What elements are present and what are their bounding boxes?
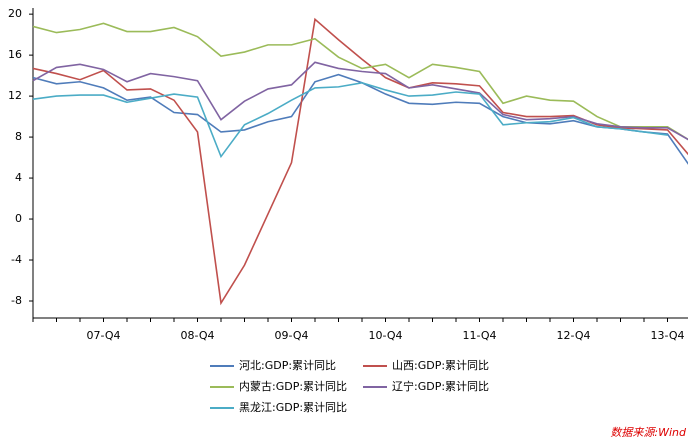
x-tick-label: 13-Q4: [650, 329, 684, 342]
y-tick-label: -8: [11, 294, 22, 307]
y-tick-label: 4: [15, 171, 22, 184]
series-line: [32, 61, 688, 141]
x-tick-label: 07-Q4: [86, 329, 120, 342]
x-tick-label: 10-Q4: [368, 329, 402, 342]
x-tick-label: 12-Q4: [556, 329, 590, 342]
y-tick-label: -4: [11, 253, 22, 266]
series-line: [32, 22, 688, 141]
x-tick-label: 08-Q4: [180, 329, 214, 342]
series-line: [32, 17, 688, 306]
x-tick-label: 09-Q4: [274, 329, 308, 342]
y-tick-label: 20: [8, 7, 22, 20]
legend-label: 河北:GDP:累计同比: [239, 359, 336, 372]
series-line: [32, 81, 668, 159]
legend-label: 山西:GDP:累计同比: [392, 359, 489, 372]
y-tick-label: 0: [15, 212, 22, 225]
y-tick-label: 8: [15, 130, 22, 143]
legend-label: 黑龙江:GDP:累计同比: [239, 401, 347, 414]
legend-label: 内蒙古:GDP:累计同比: [239, 379, 347, 393]
y-tick-label: 16: [8, 48, 22, 61]
y-tick-label: 12: [8, 89, 22, 102]
source-note: 数据来源:Wind: [610, 426, 687, 439]
x-tick-label: 11-Q4: [462, 329, 496, 342]
legend-label: 辽宁:GDP:累计同比: [392, 379, 489, 393]
